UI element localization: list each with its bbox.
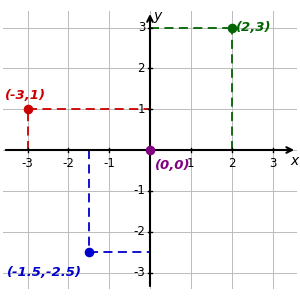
Text: -1: -1 (133, 184, 145, 197)
Text: 3: 3 (138, 21, 145, 34)
Point (86, 250, 91, 254)
Text: x: x (291, 154, 299, 168)
Text: (-1.5,-2.5): (-1.5,-2.5) (7, 266, 82, 279)
Text: (0,0): (0,0) (155, 159, 190, 172)
Text: 1: 1 (138, 103, 145, 116)
Point (229, 25, 234, 30)
Text: -1: -1 (103, 157, 115, 170)
Point (25, 107, 30, 112)
Text: -3: -3 (133, 266, 145, 279)
Text: (2,3): (2,3) (236, 21, 271, 34)
Text: 2: 2 (138, 62, 145, 75)
Text: -2: -2 (133, 225, 145, 238)
Text: y: y (153, 9, 161, 23)
Text: -2: -2 (62, 157, 74, 170)
Text: -3: -3 (22, 157, 33, 170)
Text: 1: 1 (187, 157, 195, 170)
Point (148, 148, 152, 152)
Text: (-3,1): (-3,1) (5, 89, 46, 102)
Text: 2: 2 (228, 157, 236, 170)
Text: 3: 3 (269, 157, 276, 170)
